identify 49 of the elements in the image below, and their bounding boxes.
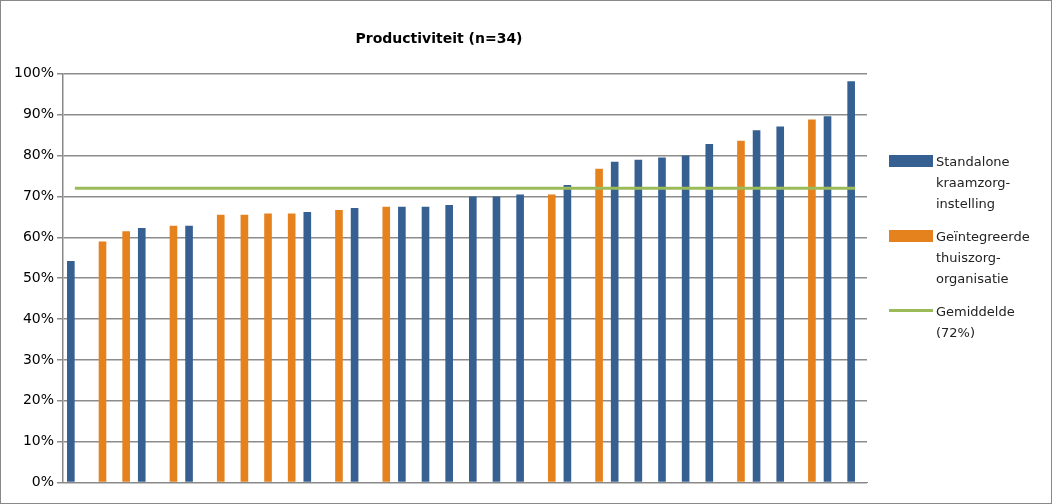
bar [737, 140, 745, 482]
y-tick-label: 0% [31, 473, 55, 490]
bar [169, 225, 178, 482]
bar [847, 81, 855, 482]
bar [445, 205, 453, 482]
bar [240, 214, 249, 482]
bar [547, 194, 556, 482]
bar [823, 116, 832, 482]
bar [67, 261, 75, 482]
y-tick-label: 70% [22, 187, 55, 204]
legend-label: Standalone kraamzorg-instelling [936, 153, 1012, 213]
bar [122, 231, 130, 482]
y-tick-label: 60% [22, 227, 55, 244]
y-tick-label: 90% [22, 105, 55, 122]
bar [492, 196, 501, 482]
bar [610, 161, 619, 482]
legend-label: Gemiddelde (72%) [936, 303, 1016, 342]
bar [421, 206, 430, 482]
chart-title: Productiviteit (n=34) [355, 30, 523, 47]
bar [516, 194, 524, 482]
y-tick-label: 30% [22, 350, 55, 367]
bar [776, 126, 785, 482]
bar [658, 157, 666, 482]
bar [264, 213, 272, 482]
bar [752, 130, 761, 482]
bar [335, 209, 343, 482]
legend-label: Geïntegreerde thuiszorg-organisatie [936, 228, 1031, 288]
bar [216, 214, 225, 482]
y-tick-label: 10% [22, 432, 55, 449]
bar [350, 207, 359, 482]
bar [705, 144, 714, 482]
bar [398, 206, 406, 482]
y-tick-label: 50% [22, 268, 55, 285]
bar [681, 155, 690, 482]
bar [303, 211, 312, 482]
bar [563, 184, 572, 482]
bar [185, 225, 193, 482]
bar [634, 159, 643, 482]
bar [287, 213, 296, 482]
bar [137, 227, 146, 482]
bar [98, 241, 107, 482]
bar [382, 206, 391, 482]
bar [808, 119, 816, 482]
y-tick-label: 40% [22, 309, 55, 326]
bar [595, 168, 603, 482]
bar [469, 196, 477, 482]
y-tick-label: 80% [22, 146, 55, 163]
y-tick-label: 100% [13, 64, 55, 81]
y-tick-label: 20% [22, 391, 55, 408]
